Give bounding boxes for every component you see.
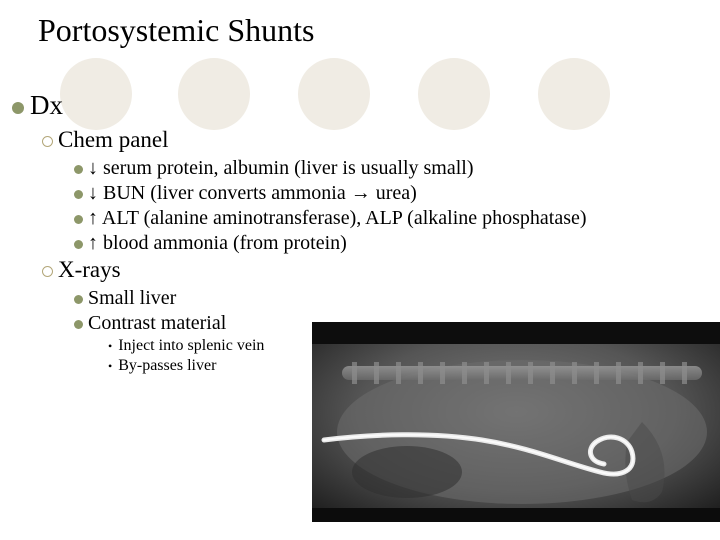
circle-bullet-icon xyxy=(42,136,53,147)
slide-content: Dx Chem panel ↓ serum protein, albumin (… xyxy=(12,90,587,377)
circle-bullet-icon xyxy=(42,266,53,277)
disc-bullet-icon xyxy=(74,190,83,199)
bullet-text: Inject into splenic vein xyxy=(118,337,264,355)
bullet-chem-item: ↓ serum protein, albumin (liver is usual… xyxy=(74,157,587,180)
bullet-chem-item: ↑ blood ammonia (from protein) xyxy=(74,232,587,255)
bullet-text: ↓ BUN (liver converts ammonia → urea) xyxy=(88,182,417,205)
bullet-text: Small liver xyxy=(88,287,176,310)
disc-bullet-icon xyxy=(12,102,24,114)
bullet-chem-item: ↓ BUN (liver converts ammonia → urea) xyxy=(74,182,587,205)
disc-bullet-icon xyxy=(74,165,83,174)
disc-bullet-icon xyxy=(74,240,83,249)
bullet-xray-subitem: • Inject into splenic vein xyxy=(108,337,587,355)
bullet-text: Chem panel xyxy=(58,127,169,153)
bullet-xrays: X-rays xyxy=(42,257,587,283)
bullet-chem-item: ↑ ALT (alanine aminotransferase), ALP (a… xyxy=(74,207,587,230)
bullet-text: Contrast material xyxy=(88,312,226,335)
bullet-dx: Dx xyxy=(12,90,587,121)
bullet-text: ↑ ALT (alanine aminotransferase), ALP (a… xyxy=(88,207,587,230)
bullet-text: Dx xyxy=(30,90,63,121)
dot-bullet-icon: • xyxy=(108,359,112,374)
bullet-xray-item: Contrast material xyxy=(74,312,587,335)
bullet-xray-item: Small liver xyxy=(74,287,587,310)
bullet-text: X-rays xyxy=(58,257,121,283)
disc-bullet-icon xyxy=(74,295,83,304)
bullet-text: By-passes liver xyxy=(118,357,216,375)
bullet-text: ↑ blood ammonia (from protein) xyxy=(88,232,347,255)
slide-title: Portosystemic Shunts xyxy=(38,12,314,49)
bullet-xray-subitem: • By-passes liver xyxy=(108,357,587,375)
disc-bullet-icon xyxy=(74,215,83,224)
disc-bullet-icon xyxy=(74,320,83,329)
bullet-text: ↓ serum protein, albumin (liver is usual… xyxy=(88,157,474,180)
bullet-chem-panel: Chem panel xyxy=(42,127,587,153)
dot-bullet-icon: • xyxy=(108,339,112,354)
